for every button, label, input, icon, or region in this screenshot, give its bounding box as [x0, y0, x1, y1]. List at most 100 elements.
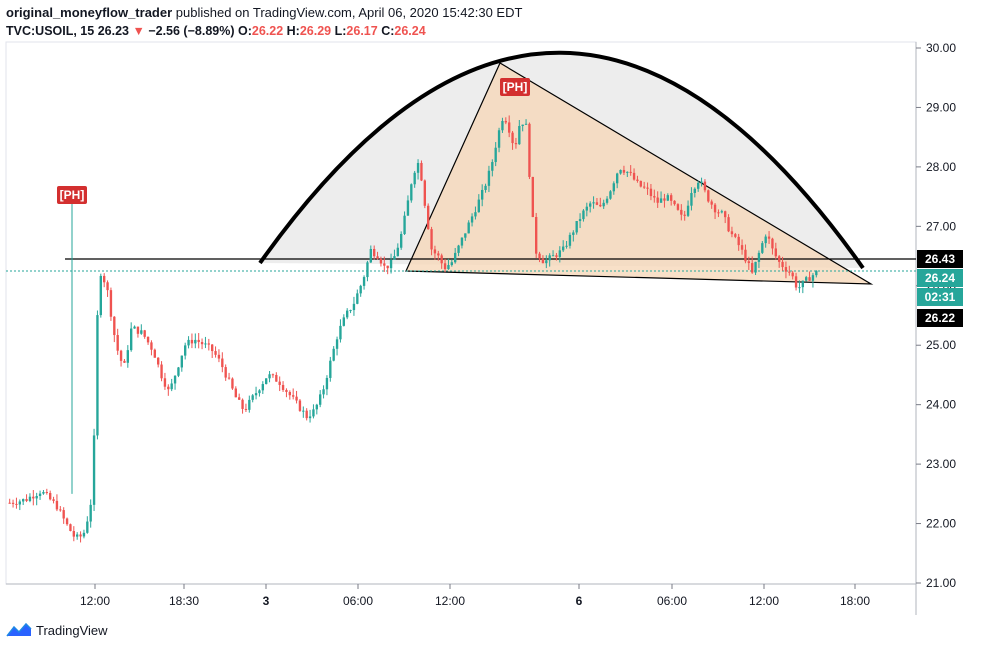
candle-body	[116, 335, 119, 351]
candle-body	[737, 236, 740, 246]
publisher-name[interactable]: original_moneyflow_trader	[6, 5, 173, 20]
footer-brand[interactable]: TradingView	[6, 622, 108, 638]
candle-body	[784, 267, 788, 272]
candle-body	[734, 234, 737, 237]
price-axis[interactable]: 30.0029.0028.0027.0026.0025.0024.0023.00…	[916, 41, 956, 590]
candle-body	[757, 252, 761, 262]
candle-body	[403, 215, 406, 234]
candle-body	[413, 172, 416, 185]
ph-tag-left[interactable]: [PH]	[57, 186, 87, 204]
candle-body	[18, 501, 21, 505]
candle-body	[89, 504, 92, 522]
candle-body	[464, 233, 467, 238]
candle-body	[342, 317, 345, 326]
candle-body	[477, 199, 480, 213]
candle-body	[612, 183, 615, 192]
candle-body	[211, 344, 214, 352]
candle-body	[578, 219, 582, 222]
candle-body	[447, 265, 450, 270]
candle-body	[595, 202, 599, 205]
candle-body	[62, 510, 65, 519]
candle-body	[771, 238, 774, 249]
candle-body	[494, 147, 497, 163]
time-tick-label: 18:00	[840, 594, 870, 608]
candle-body	[487, 170, 491, 186]
candle-body	[130, 328, 133, 351]
candle-body	[22, 499, 25, 502]
candle-body	[602, 202, 605, 207]
last-price: 26.23	[97, 24, 129, 38]
candle-body	[747, 261, 750, 264]
candle-body	[491, 162, 494, 171]
candle-body	[521, 124, 524, 127]
candle-body	[86, 521, 89, 533]
candle-body	[126, 350, 129, 363]
candle-body	[383, 263, 386, 266]
candle-body	[801, 280, 804, 288]
open-label: O:	[237, 24, 252, 38]
candle-body	[504, 120, 507, 123]
candle-body	[673, 200, 676, 205]
candle-body	[454, 252, 457, 263]
candle-body	[508, 122, 511, 133]
candle-body	[106, 282, 109, 291]
candle-body	[52, 499, 55, 501]
candle-body	[582, 210, 585, 220]
candle-body	[484, 185, 487, 190]
chart-header: original_moneyflow_trader published on T…	[6, 4, 522, 40]
candle-body	[187, 339, 190, 346]
candle-body	[133, 326, 136, 329]
candle-body	[197, 339, 200, 343]
candle-body	[730, 231, 734, 235]
candle-body	[744, 249, 747, 262]
candle-body	[686, 205, 690, 216]
candle-body	[59, 509, 62, 511]
time-tick-label: 12:00	[435, 594, 465, 608]
ph-tag-right[interactable]: [PH]	[500, 78, 530, 96]
candle-body	[541, 258, 545, 264]
candle-body	[416, 162, 420, 173]
candle-body	[805, 277, 808, 281]
symbol-label[interactable]: TVC:USOIL, 15	[6, 24, 95, 38]
candle-body	[467, 222, 470, 234]
candle-body	[281, 384, 285, 390]
published-text: published on TradingView.com, April 06, …	[175, 5, 523, 20]
candle-body	[764, 236, 767, 244]
candle-body	[389, 259, 393, 269]
time-tick-label: 06:00	[657, 594, 687, 608]
candle-body	[406, 200, 410, 216]
countdown-label: 02:31	[917, 288, 963, 306]
candle-body	[113, 316, 116, 336]
candle-body	[697, 182, 700, 189]
candle-body	[751, 263, 754, 273]
candle-body	[244, 408, 248, 410]
candle-body	[8, 502, 11, 504]
candle-body	[815, 270, 818, 276]
candle-body	[794, 276, 798, 288]
candle-body	[15, 503, 18, 505]
candle-body	[373, 248, 376, 257]
candle-body	[548, 255, 551, 261]
time-tick-label: 12:00	[749, 594, 779, 608]
candle-body	[325, 377, 329, 390]
candle-body	[443, 263, 447, 270]
candle-body	[254, 393, 258, 396]
candle-body	[362, 277, 366, 286]
candle-body	[420, 162, 423, 181]
candle-body	[288, 391, 291, 396]
dome-arc-line[interactable]	[258, 50, 865, 270]
candle-body	[238, 397, 241, 400]
candle-body	[157, 357, 160, 365]
candle-body	[511, 132, 514, 144]
price-tick-label: 23.00	[926, 457, 956, 471]
candle-body	[481, 189, 484, 200]
time-axis[interactable]: 12:00 18:30 3 06:00 12:00 6 06:00 12:00 18:00	[80, 584, 870, 608]
candle-body	[177, 367, 180, 376]
candle-body	[190, 339, 194, 344]
candle-body	[146, 336, 150, 343]
candle-body	[119, 350, 123, 361]
candle-body	[514, 143, 518, 145]
descending-triangle-shape[interactable]	[405, 62, 874, 285]
candle-body	[251, 395, 254, 400]
